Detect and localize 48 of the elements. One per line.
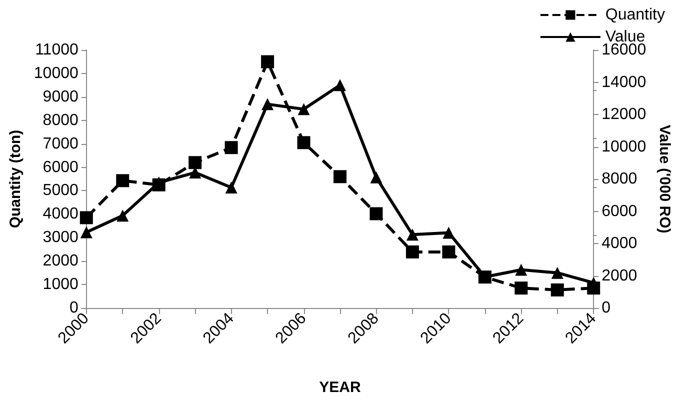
point [442, 245, 456, 258]
point [514, 282, 528, 295]
point [225, 182, 238, 194]
point [370, 207, 383, 220]
x-axis-title: YEAR [319, 379, 361, 396]
legend-label: Quantity [605, 6, 666, 24]
y2-tick-label: 10000 [602, 138, 646, 156]
y-tick-label: 4000 [42, 206, 78, 223]
point [515, 264, 528, 276]
point [406, 245, 419, 258]
y-tick-label: 5000 [42, 182, 78, 200]
y2-tick-label: 12000 [602, 106, 646, 123]
point [406, 228, 418, 241]
point [261, 55, 274, 68]
y-axis-title: Quantity (ton) [7, 130, 24, 228]
point [262, 98, 274, 110]
y-tick-label: 1000 [42, 276, 78, 294]
point [550, 283, 564, 296]
y2-tick-label: 14000 [602, 74, 646, 91]
y-tick-label: 2000 [42, 252, 78, 270]
point [224, 141, 238, 154]
y-tick-label: 7000 [42, 135, 78, 152]
point [298, 103, 310, 116]
point [551, 266, 564, 279]
y-tick-label: 11000 [35, 42, 78, 58]
y-tick-label: 9000 [42, 88, 78, 106]
point [80, 211, 93, 224]
y2-axis-title: Value ('000 RO) [656, 124, 673, 234]
y2-tick-label: 6000 [602, 202, 638, 220]
y2-tick-label: 8000 [602, 170, 638, 188]
point [297, 136, 310, 150]
point [370, 171, 382, 184]
y-tick-label: 6000 [42, 158, 78, 176]
y2-tick-label: 0 [602, 300, 611, 316]
point [116, 174, 130, 188]
point [80, 226, 92, 238]
point [334, 170, 346, 184]
y-tick-label: 10000 [34, 64, 78, 82]
y-tick-label: 0 [69, 300, 78, 316]
point [116, 210, 129, 222]
y-tick-label: 8000 [42, 112, 78, 129]
point [188, 156, 202, 170]
y2-tick-label: 4000 [602, 235, 638, 252]
y2-tick-label: 2000 [602, 267, 638, 284]
y-tick-label: 3000 [42, 229, 78, 246]
point [334, 79, 346, 92]
point [442, 226, 455, 239]
y2-tick-label: 16000 [602, 42, 646, 58]
